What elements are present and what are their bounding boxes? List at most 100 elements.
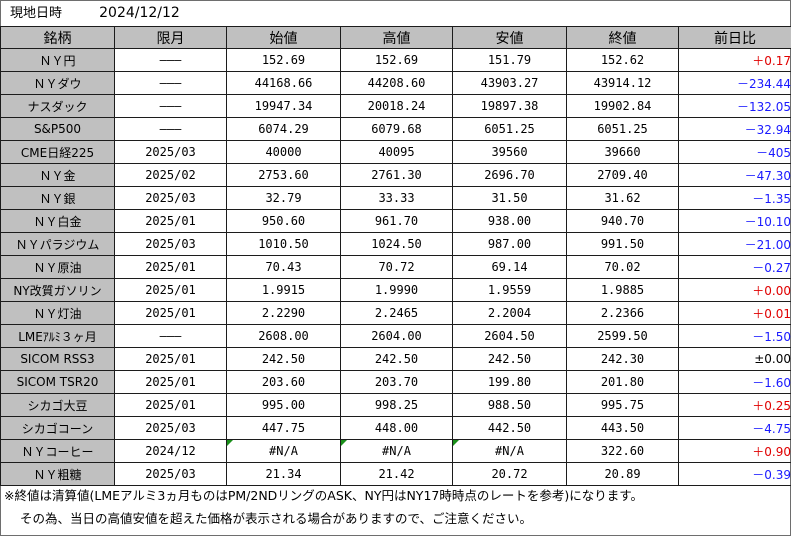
low-price-text: 442.50	[487, 421, 532, 435]
contract-month-text: 2025/03	[145, 191, 196, 205]
instrument-name-text: ＮＹダウ	[33, 76, 82, 91]
close-price: 39660	[566, 140, 679, 164]
instrument-name: ＮＹ白金	[0, 209, 115, 233]
low-price-text: 2604.50	[484, 329, 535, 343]
contract-month-text: ―――	[159, 99, 182, 113]
high-price-text: 40095	[378, 145, 415, 159]
close-price: 6051.25	[566, 117, 679, 141]
change-value-text: －4.75	[752, 421, 791, 436]
contract-month-text: 2025/01	[145, 260, 196, 274]
close-price-text: 70.02	[604, 260, 641, 274]
table-row: ＮＹ白金 2025/01 950.60 961.70 938.00 940.70 －10.1…	[0, 209, 791, 233]
close-price-text: 2599.50	[597, 329, 648, 343]
change-value: －4.75	[678, 416, 791, 440]
open-price-text: 203.60	[261, 375, 306, 389]
instrument-name: ＮＹダウ	[0, 71, 115, 95]
table-row: ＮＹ円 ――― 152.69 152.69 151.79 152.62 ＋0.17	[0, 48, 791, 72]
footnote-line: ※終値は清算値(LMEアルミ3ヵ月ものはPM/2NDリングのASK、NY円はNY…	[4, 488, 643, 503]
contract-month: 2024/12	[114, 439, 227, 463]
contract-month-text: 2025/01	[145, 214, 196, 228]
high-price: 2604.00	[340, 324, 453, 348]
close-price-text: 201.80	[600, 375, 645, 389]
low-price: 2.2004	[452, 301, 567, 325]
contract-month-text: ―――	[159, 122, 182, 136]
high-price-text: 961.70	[374, 214, 419, 228]
low-price: 199.80	[452, 370, 567, 394]
instrument-name: LMEｱﾙﾐ３ヶ月	[0, 324, 115, 348]
table-row: ＮＹ金 2025/02 2753.60 2761.30 2696.70 2709.40 －4…	[0, 163, 791, 187]
change-value: －132.05	[678, 94, 791, 118]
low-price: 442.50	[452, 416, 567, 440]
change-value-text: －32.94	[744, 122, 791, 137]
high-price-text: 20018.24	[367, 99, 426, 113]
instrument-name-text: NY改質ガソリン	[13, 283, 102, 298]
low-price-text: 69.14	[491, 260, 528, 274]
high-price-text: 203.70	[374, 375, 419, 389]
change-value-text: ＋0.01	[752, 306, 791, 321]
table-row: LMEｱﾙﾐ３ヶ月 ――― 2608.00 2604.00 2604.50 2599.50…	[0, 324, 791, 348]
table-row: ＮＹ銀 2025/03 32.79 33.33 31.50 31.62 －1.35	[0, 186, 791, 210]
high-price-text: 2.2465	[374, 306, 419, 320]
instrument-name: ＮＹ金	[0, 163, 115, 187]
change-value-text: －47.30	[744, 168, 791, 183]
instrument-name: ナスダック	[0, 94, 115, 118]
open-price-text: 6074.29	[258, 122, 309, 136]
high-price: 961.70	[340, 209, 453, 233]
instrument-name: シカゴコーン	[0, 416, 115, 440]
contract-month: 2025/03	[114, 186, 227, 210]
instrument-name: SICOM RSS3	[0, 347, 115, 371]
contract-month: 2025/03	[114, 140, 227, 164]
column-header: 安値	[452, 26, 567, 49]
change-value-text: －132.05	[737, 99, 791, 114]
open-price: 70.43	[226, 255, 341, 279]
open-price-text: 2753.60	[258, 168, 309, 182]
close-price: 1.9885	[566, 278, 679, 302]
change-value: －405	[678, 140, 791, 164]
contract-month-text: 2025/02	[145, 168, 196, 182]
instrument-name: ＮＹ円	[0, 48, 115, 72]
close-price-text: 940.70	[600, 214, 645, 228]
close-price-text: 19902.84	[593, 99, 652, 113]
open-price: 32.79	[226, 186, 341, 210]
change-value: ±0.00	[678, 347, 791, 371]
contract-month-text: 2025/01	[145, 306, 196, 320]
contract-month: 2025/01	[114, 347, 227, 371]
high-price: 6079.68	[340, 117, 453, 141]
open-price: 950.60	[226, 209, 341, 233]
instrument-name-text: CME日経225	[20, 145, 95, 160]
change-value-text: ＋0.00	[752, 283, 791, 298]
low-price: 2696.70	[452, 163, 567, 187]
open-price-text: 950.60	[261, 214, 306, 228]
close-price-text: 152.62	[600, 53, 645, 67]
contract-month-text: 2025/01	[145, 283, 196, 297]
high-price: 152.69	[340, 48, 453, 72]
change-value-text: －10.10	[744, 214, 791, 229]
contract-month: 2025/01	[114, 209, 227, 233]
low-price: 19897.38	[452, 94, 567, 118]
error-flag-icon	[227, 440, 233, 446]
open-price: 1.9915	[226, 278, 341, 302]
table-row: ＮＹ灯油 2025/01 2.2290 2.2465 2.2004 2.2366 ＋0.01	[0, 301, 791, 325]
low-price: 69.14	[452, 255, 567, 279]
contract-month: ―――	[114, 94, 227, 118]
high-price: 203.70	[340, 370, 453, 394]
table-row: ＮＹコーヒー 2024/12 #N/A #N/A #N/A 322.60 ＋0.90	[0, 439, 791, 463]
close-price-text: 43914.12	[593, 76, 652, 90]
contract-month: 2025/01	[114, 255, 227, 279]
instrument-name-text: S&P500	[33, 122, 82, 136]
change-value: －1.60	[678, 370, 791, 394]
instrument-name-text: ＮＹ銀	[39, 191, 76, 206]
column-header: 始値	[226, 26, 341, 49]
high-price: 20018.24	[340, 94, 453, 118]
change-value: ＋0.90	[678, 439, 791, 463]
column-header: 高値	[340, 26, 453, 49]
open-price: 2.2290	[226, 301, 341, 325]
table-row: シカゴ大豆 2025/01 995.00 998.25 988.50 995.75 ＋0.2…	[0, 393, 791, 417]
table-row: ＮＹパラジウム 2025/03 1010.50 1024.50 987.00 991.50…	[0, 232, 791, 256]
instrument-name-text: シカゴ大豆	[27, 398, 88, 413]
low-price: #N/A	[452, 439, 567, 463]
change-value: －21.00	[678, 232, 791, 256]
table-header-row: 銘柄 限月 始値 高値 安値 終値 前日比	[0, 26, 791, 49]
instrument-name-text: ＮＹコーヒー	[21, 444, 94, 459]
high-price-text: 2604.00	[371, 329, 422, 343]
